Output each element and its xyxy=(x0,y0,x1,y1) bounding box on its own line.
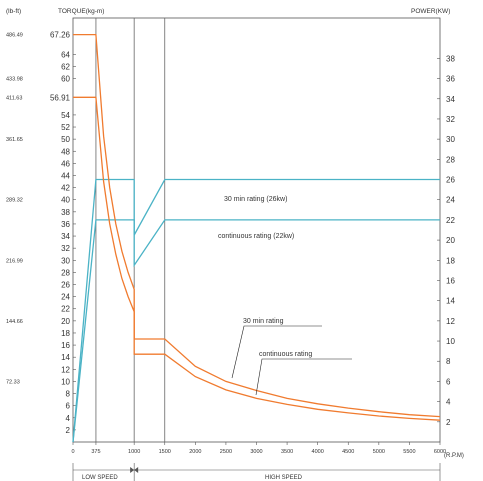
power-tick-label: 30 xyxy=(446,135,455,144)
low-speed-label: LOW SPEED xyxy=(82,475,118,481)
torque-tick-label: 22 xyxy=(61,305,70,314)
x-tick-label: 6000 xyxy=(434,449,446,455)
annotation-torque-continuous: continuous rating xyxy=(259,351,312,358)
x-tick-label: 4500 xyxy=(342,449,354,455)
torque-tick-label: 46 xyxy=(61,159,70,168)
torque-tick-label: 50 xyxy=(61,135,70,144)
torque-tick-label: 26 xyxy=(61,281,70,290)
speed-range-arrow xyxy=(134,467,139,473)
x-tick-label: 1000 xyxy=(128,449,140,455)
power-tick-label: 24 xyxy=(446,196,455,205)
torque-tick-label: 52 xyxy=(61,123,70,132)
torque-tick-label: 32 xyxy=(61,244,70,253)
torque-tick-label: 36 xyxy=(61,220,70,229)
annotation-leader-30min xyxy=(231,325,322,379)
x-tick-label: 3000 xyxy=(250,449,262,455)
x-tick-label: 1500 xyxy=(159,449,171,455)
power-tick-label: 20 xyxy=(446,236,455,245)
power-tick-label: 32 xyxy=(446,115,455,124)
power-axis-title: POWER(KW) xyxy=(411,8,450,15)
series-line-1 xyxy=(72,178,440,443)
lbft-tick-label: 144.66 xyxy=(6,319,23,325)
lbft-tick-label: 411.63 xyxy=(6,95,22,101)
x-tick-label: 2000 xyxy=(189,449,201,455)
x-tick-label: 4000 xyxy=(312,449,324,455)
lbft-tick-label: 289.32 xyxy=(6,198,23,204)
lbft-tick-label: 361.65 xyxy=(6,137,23,143)
series-line-4 xyxy=(73,96,441,421)
torque-tick-label: 40 xyxy=(61,196,70,205)
torque-tick-label: 30 xyxy=(61,256,70,265)
annotation-leader-continuous xyxy=(255,358,352,396)
torque-tick-label: 54 xyxy=(61,111,70,120)
power-tick-label: 26 xyxy=(446,176,455,185)
power-tick-label: 22 xyxy=(446,216,455,225)
torque-tick-label: 56.91 xyxy=(50,93,71,102)
power-tick-label: 28 xyxy=(446,155,455,164)
torque-tick-label: 16 xyxy=(61,341,70,350)
lbft-tick-label: 486.49 xyxy=(6,33,23,39)
power-tick-label: 10 xyxy=(446,337,455,346)
torque-tick-label: 44 xyxy=(61,171,70,180)
power-tick-label: 14 xyxy=(446,297,455,306)
power-tick-label: 34 xyxy=(446,95,455,104)
torque-tick-label: 6 xyxy=(66,402,71,411)
torque-tick-label: 64 xyxy=(61,50,70,59)
torque-tick-label: 14 xyxy=(61,353,70,362)
power-tick-label: 18 xyxy=(446,256,455,265)
power-tick-label: 6 xyxy=(446,377,451,386)
torque-tick-label: 42 xyxy=(61,184,70,193)
torque-tick-label: 8 xyxy=(66,390,71,399)
lbft-tick-label: 72.33 xyxy=(6,379,20,385)
power-tick-label: 12 xyxy=(446,317,455,326)
x-axis-unit-label: (R.P.M) xyxy=(444,453,464,459)
torque-tick-label: 28 xyxy=(61,268,70,277)
torque-tick-label: 62 xyxy=(61,62,70,71)
torque-tick-label: 67.26 xyxy=(50,31,71,40)
x-tick-label: 0 xyxy=(71,449,74,455)
chart-frame xyxy=(72,17,441,481)
torque-tick-label: 48 xyxy=(61,147,70,156)
left-outer-unit-label: (lb-ft) xyxy=(6,8,21,15)
torque-tick-label: 18 xyxy=(61,329,70,338)
x-tick-label: 5000 xyxy=(373,449,385,455)
torque-tick-label: 2 xyxy=(66,426,71,435)
power-tick-label: 8 xyxy=(446,357,451,366)
x-tick-label: 3500 xyxy=(281,449,293,455)
series-line-2 xyxy=(72,219,440,443)
annotation-torque-30min: 30 min rating xyxy=(243,318,284,325)
power-tick-label: 36 xyxy=(446,75,455,84)
torque-axis-title: TORQUE(kg-m) xyxy=(58,8,104,15)
power-tick-label: 38 xyxy=(446,54,455,63)
torque-tick-label: 60 xyxy=(61,75,70,84)
x-tick-label: 5500 xyxy=(403,449,415,455)
power-tick-label: 2 xyxy=(446,418,451,427)
torque-tick-label: 24 xyxy=(61,293,70,302)
series-line-3 xyxy=(73,33,441,418)
series-lines xyxy=(72,33,441,443)
x-tick-label: 375 xyxy=(91,449,100,455)
torque-tick-label: 34 xyxy=(61,232,70,241)
torque-tick-label: 20 xyxy=(61,317,70,326)
torque-tick-label: 38 xyxy=(61,208,70,217)
lbft-tick-label: 433.98 xyxy=(6,77,23,83)
tick-labels: 0 375 1000 1500 2000 2500 3000 3500 4000 4500 5000… xyxy=(6,31,455,455)
high-speed-label: HIGH SPEED xyxy=(265,475,303,481)
lbft-tick-label: 216.99 xyxy=(6,258,23,264)
torque-tick-label: 4 xyxy=(66,414,71,423)
power-tick-label: 4 xyxy=(446,398,451,407)
plot-border xyxy=(72,17,441,443)
torque-tick-label: 10 xyxy=(61,377,70,386)
x-tick-label: 2500 xyxy=(220,449,232,455)
annotation-power-continuous: continuous rating (22kw) xyxy=(218,233,294,240)
power-tick-label: 16 xyxy=(446,276,455,285)
speed-range-arrow xyxy=(130,467,135,473)
annotation-power-30min: 30 min rating (26kw) xyxy=(224,196,287,203)
torque-tick-label: 12 xyxy=(61,365,70,374)
